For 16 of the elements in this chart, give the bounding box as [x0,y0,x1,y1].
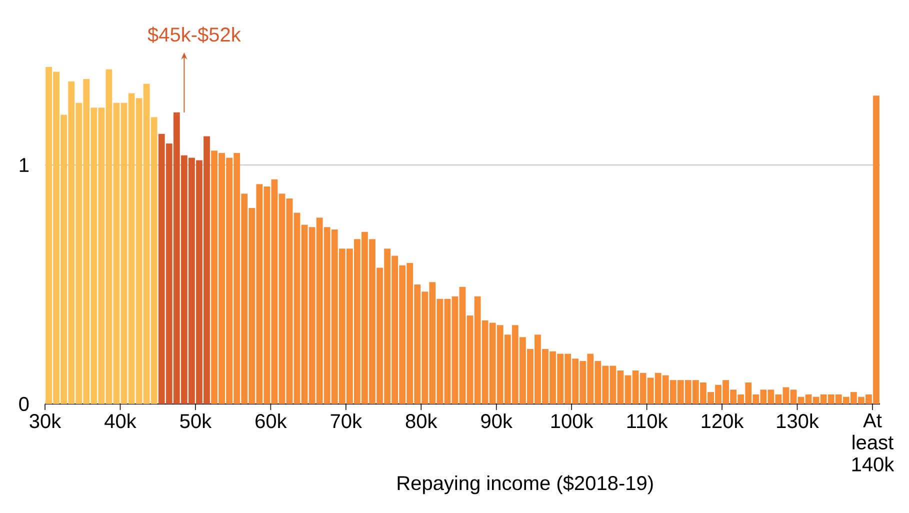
y-tick-label: 0 [19,396,29,412]
x-tick-label: 30k [30,414,62,428]
x-tick-label: 90k [481,414,512,428]
y-tick-label: 1 [20,158,29,172]
x-tick-label: 40k [104,414,136,428]
x-axis-title: Repaying income ($2018-19) [398,475,653,494]
x-tick-label: 110k [627,414,668,428]
x-tick-label: 120k [702,414,744,428]
x-tick-label: 70k [330,414,362,428]
x-tick-label: At least 140k [852,414,894,472]
x-tick-label: 80k [406,414,438,428]
annotation: $45k-$52k [148,26,241,43]
x-tick-label: 130k [777,414,819,428]
x-tick-label: 60k [256,414,287,428]
x-tick-label: 100k [551,414,594,428]
x-tick-label: 50k [180,414,212,428]
